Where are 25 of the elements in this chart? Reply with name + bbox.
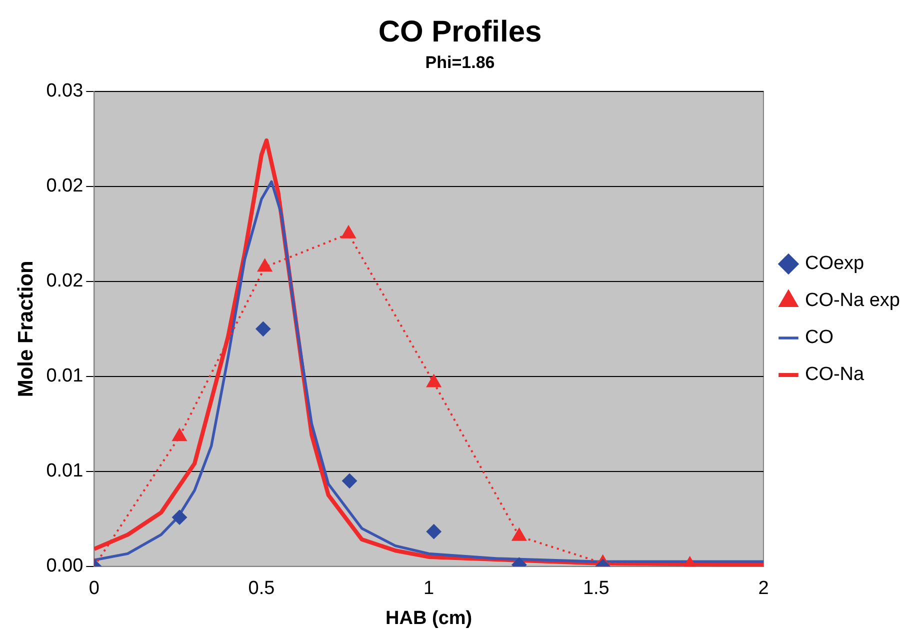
chart-subtitle: Phi=1.86	[425, 52, 495, 72]
y-tick-label: 0.01	[46, 460, 84, 482]
y-tick-label: 0.01	[46, 366, 84, 387]
y-tick-label: 0.00	[46, 556, 84, 577]
y-tick-label: 0.03	[46, 80, 84, 102]
legend-label: CO-Na exp	[804, 290, 900, 312]
x-axis-title: HAB (cm)	[386, 608, 472, 629]
point	[426, 374, 441, 388]
y-axis-title: Mole Fraction	[14, 260, 38, 398]
x-tick-label: 0	[88, 578, 100, 600]
chart-title: CO Profiles	[378, 15, 542, 48]
legend-label: CO	[804, 327, 834, 348]
legend-label: COexp	[804, 253, 864, 274]
point	[512, 528, 526, 541]
y-tick-label: 0.02	[46, 176, 84, 197]
point	[172, 428, 187, 442]
x-tick-label: 1.5	[582, 578, 610, 600]
point	[258, 259, 272, 272]
legend-label: CO-Na	[804, 364, 865, 386]
point	[341, 226, 356, 238]
x-tick-label: 0.5	[248, 578, 275, 600]
point	[256, 321, 271, 336]
x-tick-label: 1	[424, 578, 434, 600]
x-tick-label: 2	[758, 578, 769, 600]
y-tick-label: 0.02	[46, 270, 84, 292]
